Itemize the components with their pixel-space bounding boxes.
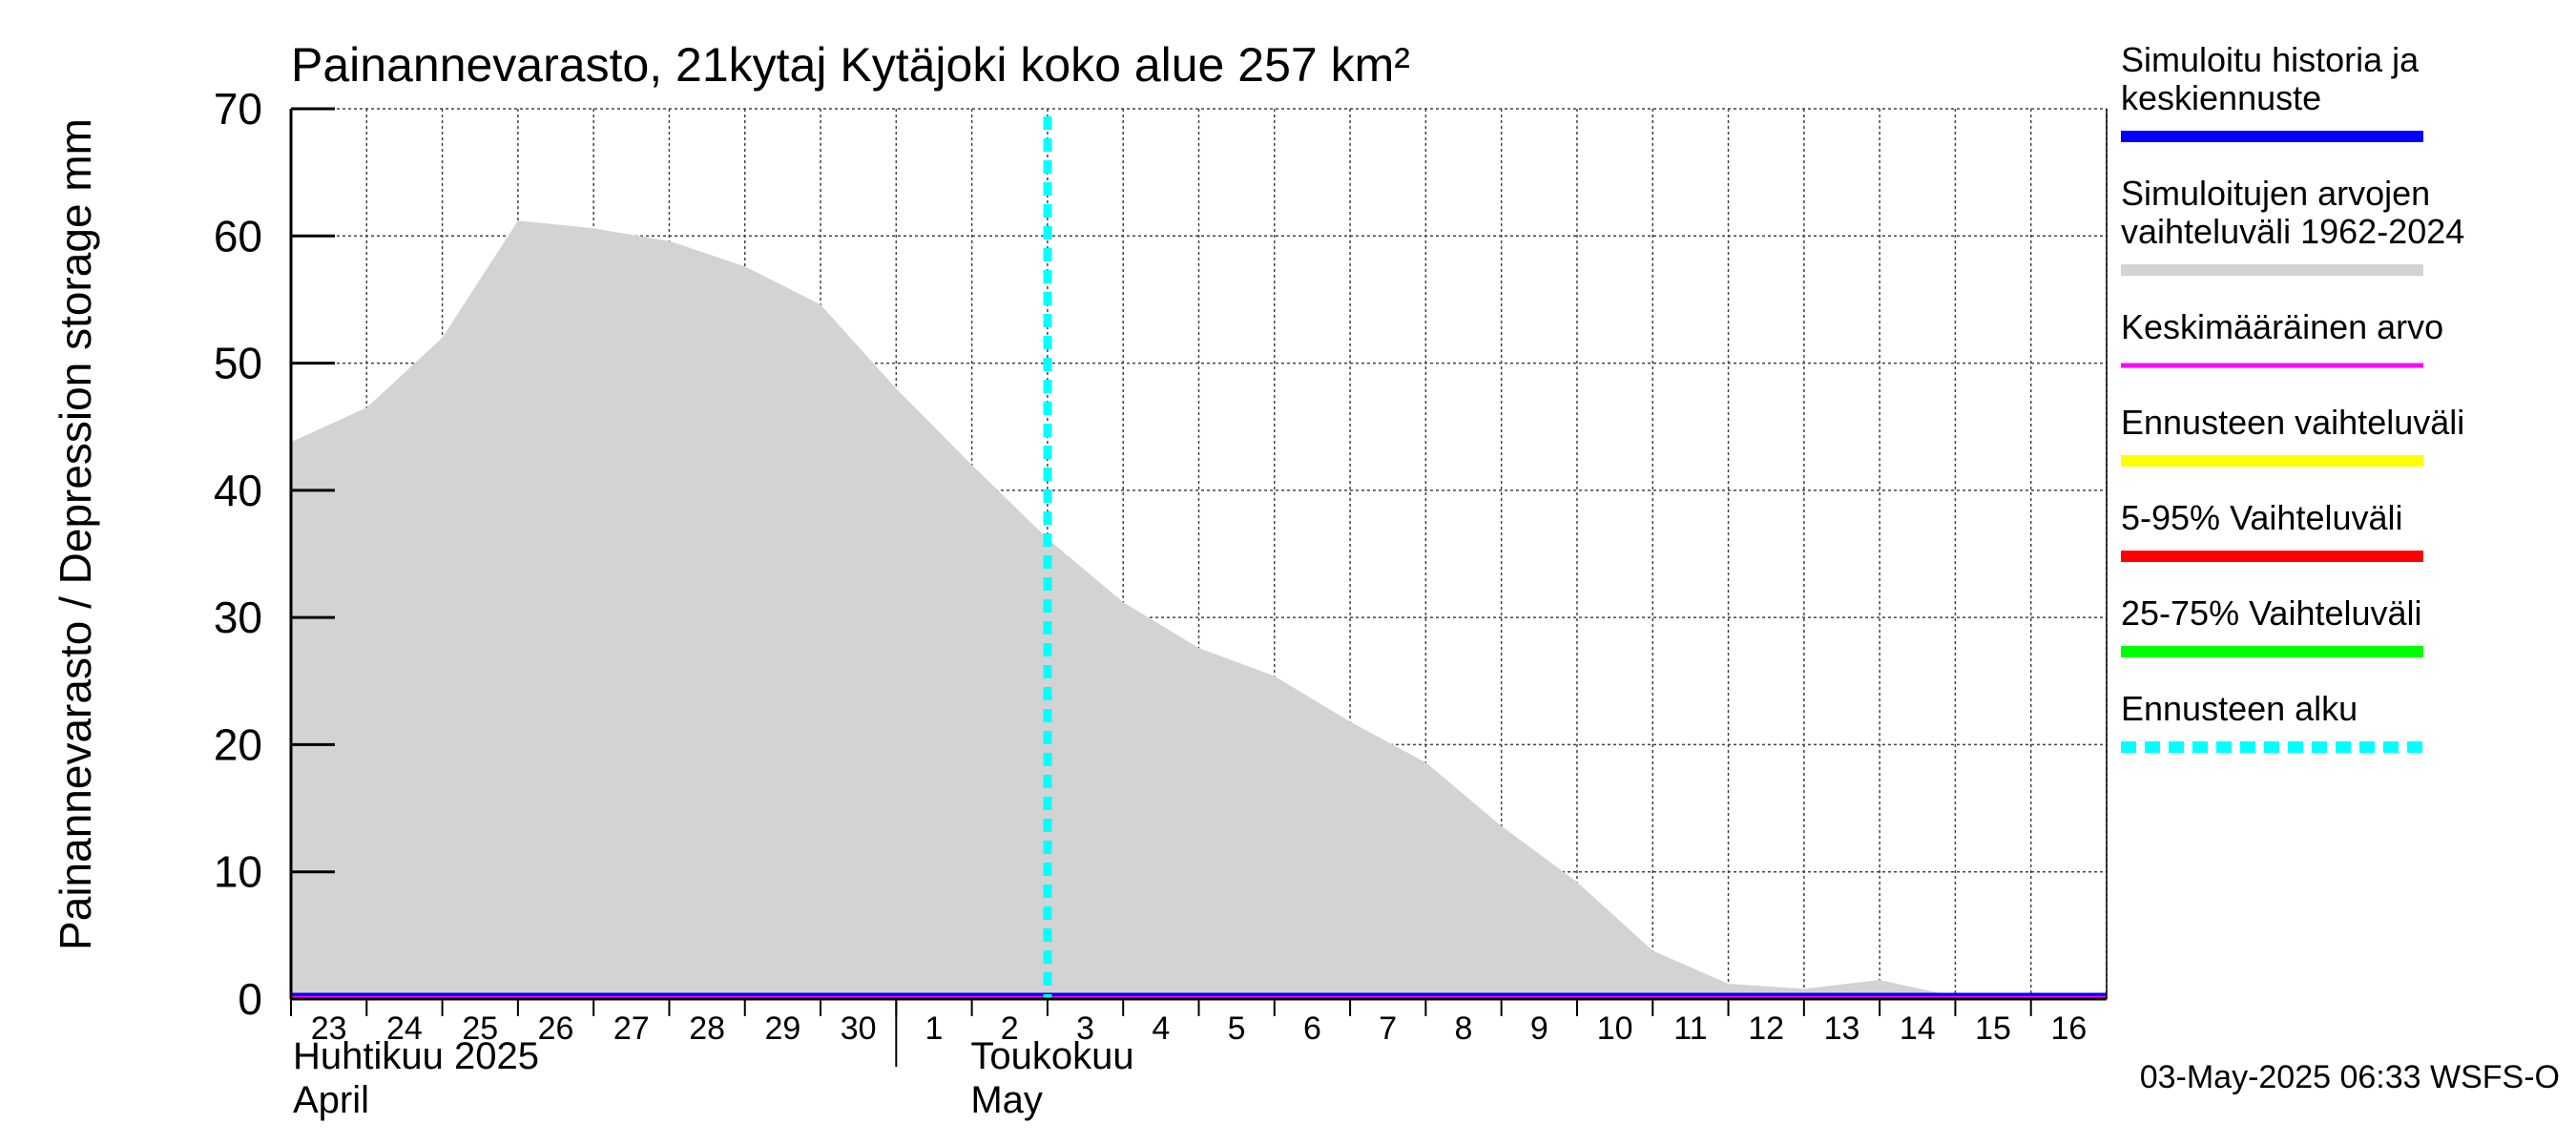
x-tick-label: 14 xyxy=(1900,1010,1936,1047)
month-label-fi: Huhtikuu 2025 xyxy=(293,1035,539,1077)
y-tick-label: 50 xyxy=(214,339,262,388)
x-tick-label: 24 xyxy=(386,1010,423,1047)
month-label-fi: Toukokuu xyxy=(970,1035,1133,1077)
month-label-en: April xyxy=(293,1079,369,1121)
x-tick-label: 30 xyxy=(841,1010,877,1047)
x-tick-label: 1 xyxy=(925,1010,944,1047)
legend-label: vaihteluväli 1962-2024 xyxy=(2121,212,2464,251)
x-tick-label: 9 xyxy=(1530,1010,1548,1047)
x-tick-label: 5 xyxy=(1228,1010,1246,1047)
y-tick-label: 0 xyxy=(238,974,262,1024)
x-tick-label: 25 xyxy=(462,1010,498,1047)
x-tick-label: 23 xyxy=(311,1010,347,1047)
x-tick-label: 7 xyxy=(1379,1010,1397,1047)
legend-label: 25-75% Vaihteluväli xyxy=(2121,593,2422,633)
grid-lines xyxy=(291,108,2108,999)
x-tick-label: 10 xyxy=(1597,1010,1633,1047)
legend-label: 5-95% Vaihteluväli xyxy=(2121,498,2403,537)
legend-label: Keskimääräinen arvo xyxy=(2121,307,2443,346)
y-tick-label: 60 xyxy=(214,211,262,260)
legend-label: Ennusteen vaihteluväli xyxy=(2121,403,2464,442)
footer-timestamp: 03-May-2025 06:33 WSFS-O xyxy=(2140,1059,2560,1095)
legend-label: keskiennuste xyxy=(2121,78,2321,117)
month-label-en: May xyxy=(970,1079,1043,1121)
x-tick-label: 27 xyxy=(613,1010,650,1047)
chart-title: Painannevarasto, 21kytaj Kytäjoki koko a… xyxy=(291,38,1410,92)
series-range-band xyxy=(291,220,2107,1000)
x-tick-label: 16 xyxy=(2050,1010,2087,1047)
y-axis-label: Painannevarasto / Depression storage mm xyxy=(51,118,100,950)
x-tick-label: 11 xyxy=(1673,1010,1707,1047)
x-tick-label: 2 xyxy=(1001,1010,1019,1047)
x-tick-label: 12 xyxy=(1748,1010,1784,1047)
x-tick-label: 6 xyxy=(1303,1010,1321,1047)
x-tick-label: 15 xyxy=(1975,1010,2011,1047)
x-tick-label: 28 xyxy=(689,1010,725,1047)
x-tick-label: 8 xyxy=(1455,1010,1473,1047)
legend-label: Ennusteen alku xyxy=(2121,689,2358,728)
y-tick-label: 20 xyxy=(214,719,262,769)
x-tick-label: 26 xyxy=(538,1010,574,1047)
y-tick-label: 30 xyxy=(214,593,262,642)
y-tick-label: 10 xyxy=(214,847,262,897)
x-tick-label: 3 xyxy=(1076,1010,1094,1047)
y-tick-label: 70 xyxy=(214,84,262,134)
legend-label: Simuloitujen arvojen xyxy=(2121,174,2430,213)
legend-label: Simuloitu historia ja xyxy=(2121,40,2420,79)
x-tick-label: 13 xyxy=(1824,1010,1860,1047)
y-tick-label: 40 xyxy=(214,466,262,515)
x-tick-label: 4 xyxy=(1152,1010,1170,1047)
x-tick-label: 29 xyxy=(764,1010,800,1047)
